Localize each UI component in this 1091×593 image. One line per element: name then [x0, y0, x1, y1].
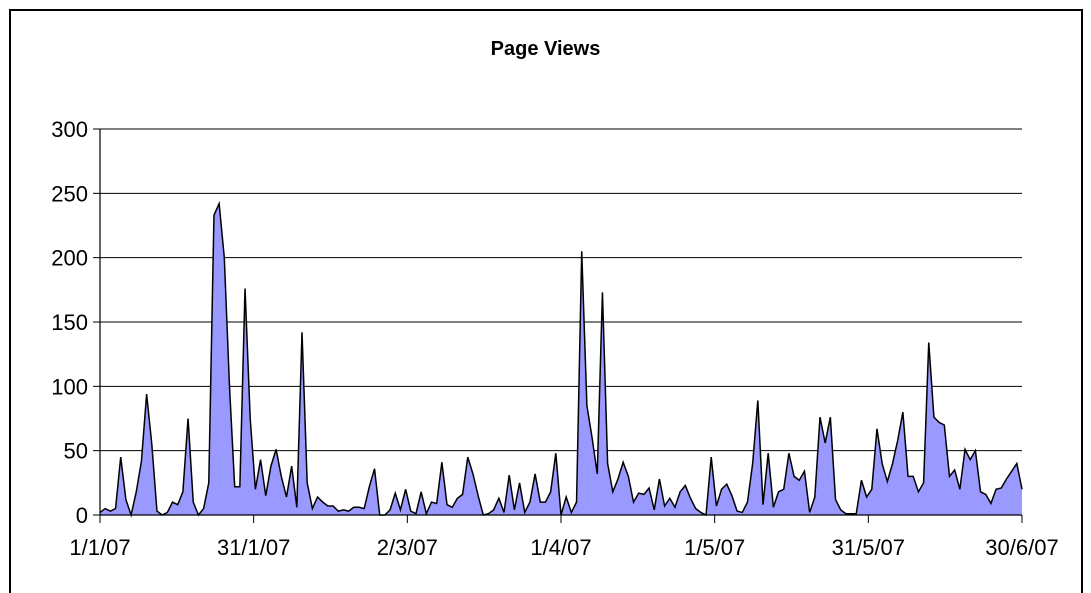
- chart-title: Page Views: [490, 38, 601, 60]
- series-area: [99, 200, 1023, 518]
- x-tick-label: 1/4/07: [530, 535, 591, 560]
- y-tick-label: 250: [51, 181, 88, 206]
- y-tick-label: 200: [51, 246, 88, 271]
- x-tick-label: 31/1/07: [217, 535, 290, 560]
- x-tick-label: 31/5/07: [832, 535, 905, 560]
- x-tick-label: 1/5/07: [684, 535, 745, 560]
- tick-labels: 0 50 100 150 200 250 300 1/1/07 31/1/07 2/3/07 1/4…: [51, 117, 1058, 560]
- x-tick-label: 1/1/07: [69, 535, 130, 560]
- x-tick-label: 30/6/07: [985, 535, 1058, 560]
- y-tick-label: 0: [76, 503, 88, 528]
- gridlines: [100, 128, 1022, 452]
- y-tick-label: 300: [51, 117, 88, 142]
- y-tick-label: 100: [51, 374, 88, 399]
- axes: [93, 128, 1023, 523]
- y-tick-label: 50: [64, 439, 88, 464]
- series-line: [99, 200, 1023, 518]
- series-fill: [100, 203, 1022, 515]
- x-tick-label: 2/3/07: [377, 535, 438, 560]
- y-tick-label: 150: [51, 310, 88, 335]
